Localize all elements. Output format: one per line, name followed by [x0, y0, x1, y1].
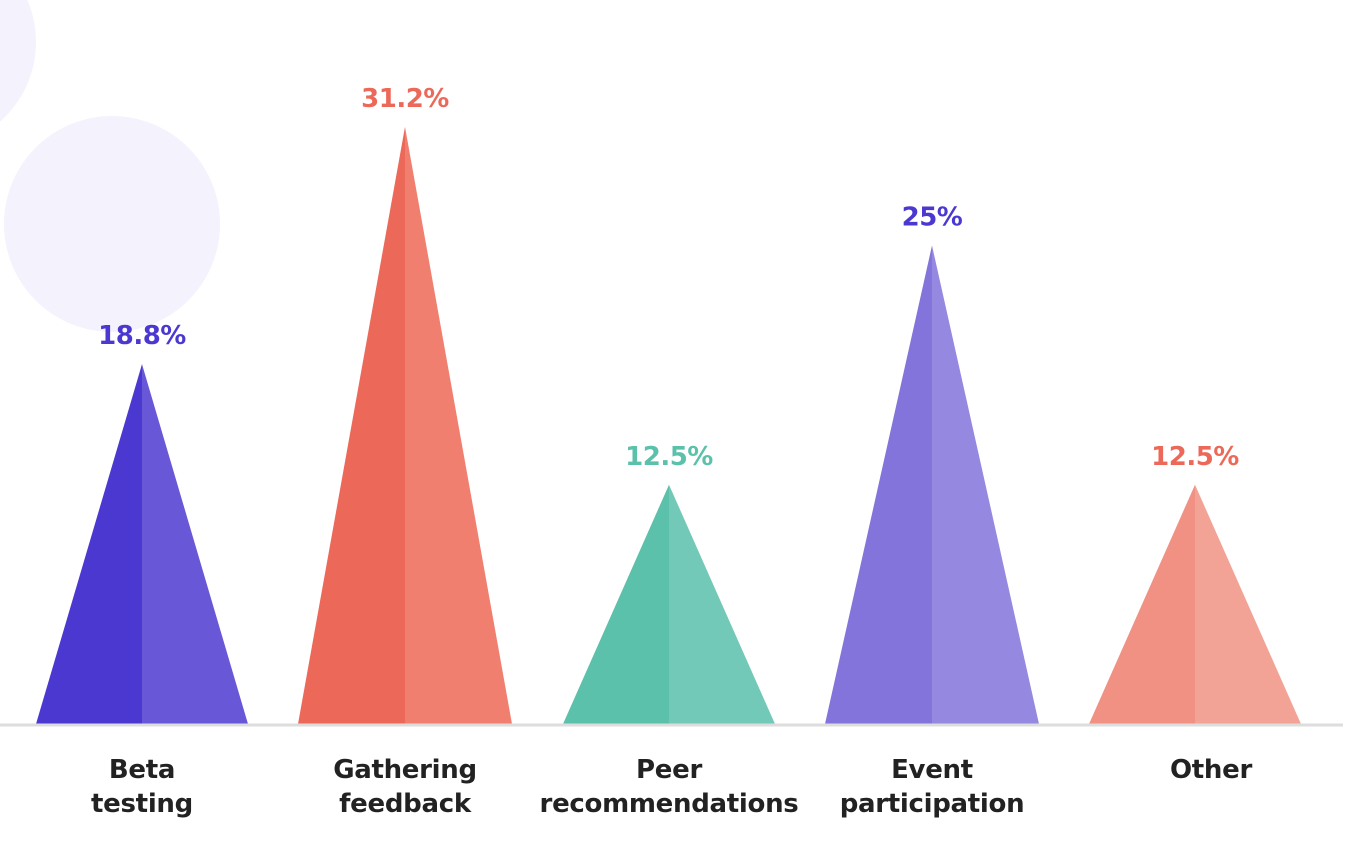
bar-other-right [1195, 484, 1301, 724]
chart-labels: 18.8% Beta testing 31.2% Gathering feedback 12… [91, 84, 1253, 819]
bar-beta-testing-right [142, 364, 248, 724]
bar-event-participation-right [932, 245, 1039, 724]
category-label-event-participation-line1: Event [891, 755, 973, 785]
category-label-gathering-feedback-line1: Gathering [333, 755, 477, 785]
category-label-beta-testing-line2: testing [91, 789, 193, 819]
bar-gathering-feedback-left [298, 126, 405, 724]
category-label-beta-testing-line1: Beta [109, 755, 175, 785]
value-label-other: 12.5% [1151, 442, 1239, 472]
bar-beta-testing-left [36, 364, 142, 724]
bar-peer-recommendations-right [669, 484, 775, 724]
value-label-peer-recommendations: 12.5% [625, 442, 713, 472]
category-label-event-participation-line2: participation [840, 789, 1025, 819]
value-label-gathering-feedback: 31.2% [361, 84, 449, 114]
decor-circle-top [0, 0, 36, 122]
decor-circle-large [4, 116, 220, 332]
category-label-peer-recommendations-line2: recommendations [540, 789, 799, 819]
bar-other-left [1089, 484, 1195, 724]
value-label-beta-testing: 18.8% [98, 321, 186, 351]
bar-event-participation-left [825, 245, 932, 724]
bar-gathering-feedback-right [405, 126, 512, 724]
bar-peer-recommendations-left [563, 484, 669, 724]
category-label-other-line1: Other [1170, 755, 1252, 785]
category-label-gathering-feedback-line2: feedback [339, 789, 472, 819]
value-label-event-participation: 25% [902, 203, 963, 233]
chart-marks [36, 126, 1301, 724]
category-label-peer-recommendations-line1: Peer [636, 755, 702, 785]
